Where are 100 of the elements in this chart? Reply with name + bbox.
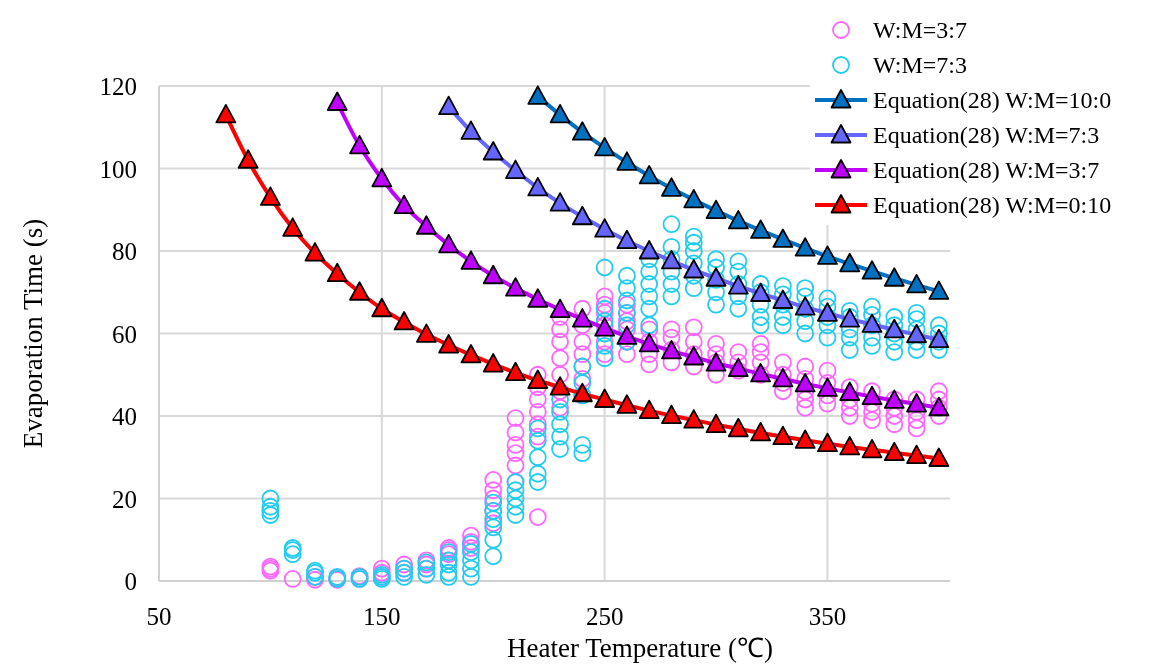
- point: [839, 436, 861, 456]
- point: [661, 177, 682, 197]
- point: [750, 422, 772, 442]
- y-tick-label: 40: [112, 403, 137, 430]
- legend-label: Equation(28) W:M=0:10: [873, 192, 1112, 218]
- point: [705, 267, 727, 287]
- point: [527, 288, 549, 308]
- legend-label: Equation(28) W:M=3:7: [873, 157, 1100, 183]
- legend-label: Equation(28) W:M=7:3: [873, 122, 1100, 148]
- point: [349, 134, 370, 155]
- point: [616, 394, 638, 414]
- point: [794, 429, 816, 449]
- point: [839, 381, 861, 401]
- point: [750, 219, 772, 239]
- point: [906, 393, 927, 413]
- point: [371, 297, 393, 318]
- point: [571, 308, 593, 328]
- point: [928, 328, 950, 349]
- point: [705, 413, 727, 434]
- point: [794, 237, 816, 257]
- point: [683, 259, 705, 279]
- point: [549, 103, 571, 124]
- point: [571, 205, 593, 226]
- point: [616, 151, 638, 171]
- point: [638, 399, 660, 420]
- y-tick-label: 60: [112, 320, 137, 348]
- point: [883, 318, 905, 339]
- point: [772, 367, 794, 388]
- point: [549, 376, 571, 396]
- y-tick-label: 80: [112, 238, 137, 265]
- point: [906, 323, 927, 344]
- point: [505, 361, 526, 382]
- point: [393, 194, 415, 215]
- point: [571, 382, 593, 403]
- point: [371, 167, 393, 188]
- point: [906, 273, 927, 294]
- point: [928, 447, 950, 467]
- point: [415, 215, 437, 235]
- y-tick-label: 120: [99, 73, 137, 100]
- point: [237, 149, 259, 169]
- y-tick-label: 100: [99, 155, 137, 183]
- point: [482, 353, 504, 373]
- point: [482, 264, 504, 285]
- point: [817, 245, 838, 265]
- point: [638, 165, 660, 185]
- point: [861, 438, 883, 459]
- x-axis-title: Heater Temperature (℃): [507, 633, 773, 663]
- point: [527, 369, 549, 389]
- point: [727, 357, 749, 377]
- y-tick-label: 0: [124, 568, 137, 595]
- point: [505, 159, 526, 179]
- point: [594, 388, 616, 408]
- point: [928, 280, 950, 300]
- point: [438, 233, 460, 254]
- point: [326, 91, 348, 111]
- point: [683, 409, 705, 429]
- point: [282, 217, 304, 237]
- point: [571, 121, 593, 141]
- point: [549, 298, 571, 318]
- point: [527, 176, 549, 197]
- point: [438, 95, 460, 116]
- point: [883, 267, 905, 287]
- point: [438, 334, 460, 354]
- point: [393, 311, 415, 331]
- point: [727, 417, 749, 438]
- point: [683, 188, 705, 209]
- point: [817, 302, 838, 322]
- point: [861, 260, 883, 280]
- x-tick-label: 50: [146, 603, 172, 630]
- point: [482, 141, 504, 161]
- point: [460, 344, 482, 364]
- point: [638, 240, 660, 260]
- point: [215, 103, 237, 124]
- x-tick-label: 150: [363, 603, 401, 630]
- x-tick-label: 350: [808, 603, 847, 630]
- point: [304, 242, 326, 262]
- legend-label: Equation(28) W:M=10:0: [873, 87, 1112, 113]
- point: [817, 377, 838, 397]
- y-tick-label: 20: [112, 485, 137, 513]
- point: [839, 252, 861, 273]
- point: [661, 404, 682, 424]
- legend-label: W:M=3:7: [873, 17, 967, 43]
- point: [527, 85, 549, 105]
- point: [772, 425, 794, 446]
- point: [817, 432, 838, 453]
- point: [861, 385, 883, 406]
- point: [772, 289, 794, 309]
- point: [772, 228, 794, 248]
- y-axis-title: Evaporation Time (s): [18, 218, 48, 449]
- point: [594, 136, 616, 157]
- point: [415, 323, 437, 343]
- point: [326, 262, 348, 283]
- point: [727, 209, 749, 230]
- point: [883, 441, 905, 462]
- legend-label: W:M=7:3: [873, 52, 967, 78]
- point: [549, 192, 571, 212]
- point: [906, 444, 927, 464]
- point: [594, 218, 616, 238]
- point: [505, 277, 526, 297]
- point: [616, 325, 638, 345]
